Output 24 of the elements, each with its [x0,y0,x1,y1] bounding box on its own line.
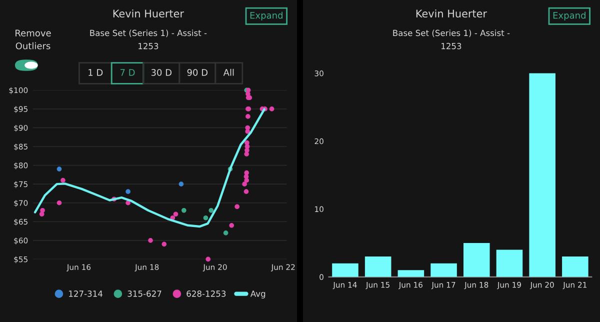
bar [496,250,523,277]
text: Expand [250,12,282,20]
text: 90 D [187,69,208,76]
bar [463,242,490,277]
bar [562,256,588,277]
text: All [223,68,234,76]
bar [398,270,424,277]
text: Remove Outliers [16,30,51,50]
legend-label: 127-314 [69,290,102,297]
chart-subtitle: Base Set (Series 1) - Assist - 1253 [90,30,207,50]
chart-title: Kevin Huerter [113,9,184,18]
bar [364,256,392,277]
bar [332,263,358,277]
text: 30 D [151,69,172,76]
text: 1 D [88,69,103,76]
text: Expand [553,12,586,20]
legend-label: Avg [250,290,266,298]
bar [430,263,457,277]
chart-subtitle: Base Set (Series 1) - Assist - 1253 [393,30,510,50]
legend-label: 315-627 [128,290,162,297]
chart-title: Kevin Huerter [416,9,487,18]
bar [529,73,556,277]
text: 7 D [120,69,135,76]
legend-label: 628-1253 [186,290,226,297]
